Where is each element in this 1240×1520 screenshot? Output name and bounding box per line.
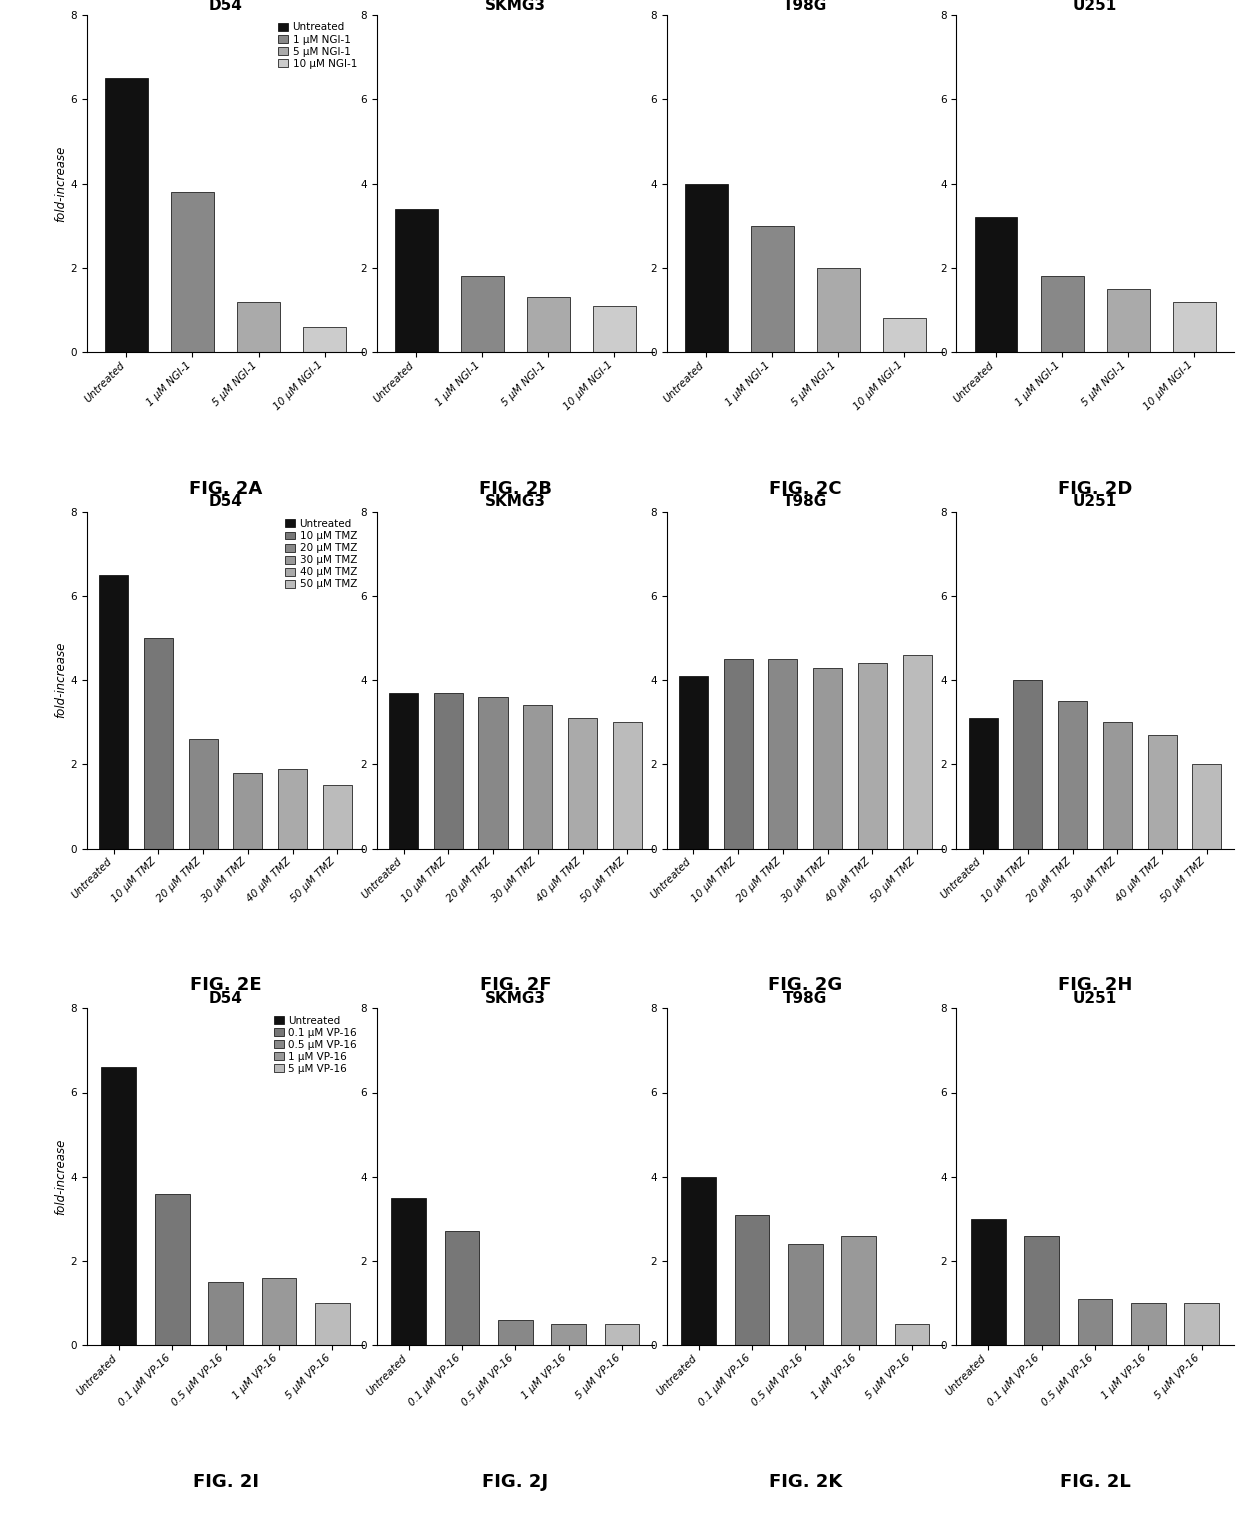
- Bar: [734, 1214, 769, 1345]
- Text: FIG. 2A: FIG. 2A: [188, 480, 262, 499]
- Bar: [155, 1193, 190, 1345]
- Bar: [233, 772, 263, 848]
- Bar: [315, 1303, 350, 1345]
- Bar: [1102, 722, 1132, 848]
- Bar: [894, 1324, 929, 1345]
- Text: FIG. 2L: FIG. 2L: [1060, 1473, 1131, 1491]
- Bar: [303, 327, 346, 353]
- Y-axis label: fold-increase: fold-increase: [55, 1138, 68, 1214]
- Bar: [678, 676, 708, 848]
- Text: FIG. 2E: FIG. 2E: [190, 976, 262, 994]
- Bar: [208, 1281, 243, 1345]
- Title: D54: D54: [208, 494, 243, 509]
- Title: SKMG3: SKMG3: [485, 991, 546, 1006]
- Bar: [1173, 301, 1215, 353]
- Legend: Untreated, 0.1 μM VP-16, 0.5 μM VP-16, 1 μM VP-16, 5 μM VP-16: Untreated, 0.1 μM VP-16, 0.5 μM VP-16, 1…: [272, 1014, 360, 1076]
- Bar: [392, 1198, 427, 1345]
- Bar: [262, 1278, 296, 1345]
- Bar: [99, 575, 128, 848]
- Legend: Untreated, 10 μM TMZ, 20 μM TMZ, 30 μM TMZ, 40 μM TMZ, 50 μM TMZ: Untreated, 10 μM TMZ, 20 μM TMZ, 30 μM T…: [283, 517, 360, 591]
- Bar: [1106, 289, 1149, 353]
- Title: U251: U251: [1073, 991, 1117, 1006]
- Bar: [1024, 1236, 1059, 1345]
- Bar: [461, 277, 503, 353]
- Y-axis label: fold-increase: fold-increase: [55, 641, 68, 719]
- Bar: [817, 268, 859, 353]
- Bar: [144, 638, 172, 848]
- Bar: [552, 1324, 587, 1345]
- Title: SKMG3: SKMG3: [485, 494, 546, 509]
- Bar: [1131, 1303, 1166, 1345]
- Bar: [903, 655, 931, 848]
- Title: U251: U251: [1073, 494, 1117, 509]
- Bar: [105, 79, 148, 353]
- Bar: [568, 717, 596, 848]
- Title: D54: D54: [208, 991, 243, 1006]
- Y-axis label: fold-increase: fold-increase: [55, 146, 68, 222]
- Title: T98G: T98G: [784, 0, 827, 12]
- Title: D54: D54: [208, 0, 243, 12]
- Bar: [237, 301, 280, 353]
- Bar: [278, 769, 308, 848]
- Bar: [1058, 701, 1087, 848]
- Text: FIG. 2D: FIG. 2D: [1058, 480, 1132, 499]
- Bar: [1184, 1303, 1219, 1345]
- Title: T98G: T98G: [784, 494, 827, 509]
- Bar: [975, 217, 1018, 353]
- Bar: [971, 1219, 1006, 1345]
- Text: FIG. 2H: FIG. 2H: [1058, 976, 1132, 994]
- Bar: [883, 319, 926, 353]
- Bar: [523, 705, 552, 848]
- Bar: [1040, 277, 1084, 353]
- Bar: [527, 298, 570, 353]
- Bar: [769, 660, 797, 848]
- Bar: [593, 306, 636, 353]
- Bar: [681, 1176, 715, 1345]
- Bar: [787, 1243, 822, 1345]
- Bar: [498, 1319, 533, 1345]
- Bar: [479, 698, 507, 848]
- Legend: Untreated, 1 μM NGI-1, 5 μM NGI-1, 10 μM NGI-1: Untreated, 1 μM NGI-1, 5 μM NGI-1, 10 μM…: [277, 20, 360, 71]
- Text: FIG. 2C: FIG. 2C: [769, 480, 842, 499]
- Bar: [1013, 681, 1043, 848]
- Bar: [968, 717, 998, 848]
- Bar: [684, 184, 728, 353]
- Bar: [1148, 736, 1177, 848]
- Bar: [322, 786, 352, 848]
- Bar: [434, 693, 463, 848]
- Title: SKMG3: SKMG3: [485, 0, 546, 12]
- Bar: [858, 663, 887, 848]
- Bar: [605, 1324, 640, 1345]
- Bar: [102, 1067, 136, 1345]
- Text: FIG. 2F: FIG. 2F: [480, 976, 552, 994]
- Text: FIG. 2B: FIG. 2B: [479, 480, 552, 499]
- Text: FIG. 2K: FIG. 2K: [769, 1473, 842, 1491]
- Bar: [1078, 1300, 1112, 1345]
- Text: FIG. 2J: FIG. 2J: [482, 1473, 548, 1491]
- Bar: [389, 693, 418, 848]
- Bar: [724, 660, 753, 848]
- Text: FIG. 2I: FIG. 2I: [192, 1473, 258, 1491]
- Bar: [188, 739, 218, 848]
- Bar: [171, 192, 215, 353]
- Bar: [445, 1231, 480, 1345]
- Bar: [1193, 765, 1221, 848]
- Bar: [394, 208, 438, 353]
- Title: U251: U251: [1073, 0, 1117, 12]
- Bar: [750, 226, 794, 353]
- Title: T98G: T98G: [784, 991, 827, 1006]
- Bar: [613, 722, 642, 848]
- Bar: [841, 1236, 875, 1345]
- Bar: [813, 667, 842, 848]
- Text: FIG. 2G: FIG. 2G: [768, 976, 842, 994]
